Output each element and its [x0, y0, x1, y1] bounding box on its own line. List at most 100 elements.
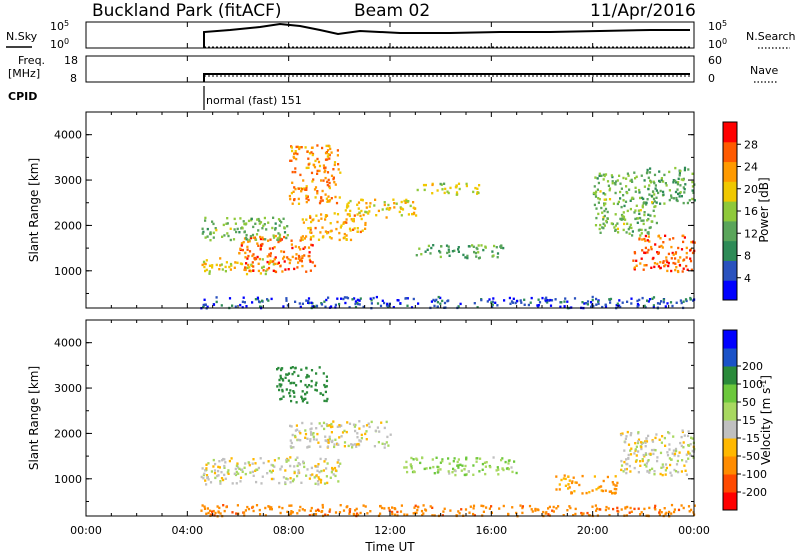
vel-cell	[594, 504, 597, 507]
pwr-cell	[563, 300, 566, 303]
vel-cell	[237, 472, 240, 475]
vel-cell	[291, 511, 294, 514]
pwr-cell	[432, 244, 435, 247]
pwr-cell	[622, 216, 626, 219]
velocity-colorbar-label: Velocity [m s-1]	[759, 375, 773, 465]
pwr-cell	[619, 217, 622, 221]
pwr-cell	[313, 166, 317, 169]
vel-cell	[296, 456, 299, 459]
pwr-cell	[381, 208, 384, 211]
pwr-cell	[283, 226, 286, 229]
vel-cell	[291, 372, 294, 376]
pwr-cell	[252, 265, 255, 268]
pwr-cell	[631, 234, 634, 237]
vel-cell	[642, 453, 645, 457]
pwr-cell	[242, 296, 245, 299]
pwr-cell	[649, 214, 652, 217]
vel-cell	[347, 444, 350, 448]
vel-cell	[203, 507, 207, 510]
vel-cell	[681, 459, 684, 462]
vel-cell	[205, 467, 208, 470]
vel-cell	[686, 434, 690, 438]
vel-cell	[429, 505, 432, 508]
vel-cell	[659, 451, 663, 455]
vel-cell	[291, 433, 294, 437]
pwr-cell	[690, 240, 693, 244]
pwr-cell	[650, 247, 653, 251]
pwr-cell	[339, 226, 342, 229]
pwr-cell	[321, 146, 324, 150]
pwr-cell	[631, 230, 634, 233]
vel-cell	[310, 422, 313, 425]
vel-cell	[299, 505, 302, 509]
pwr-cell	[682, 267, 685, 270]
pwr-cell	[495, 246, 498, 249]
pwr-cell	[301, 235, 304, 238]
pwr-cell	[244, 251, 247, 255]
pwr-cell	[664, 182, 667, 185]
pwr-cell	[622, 228, 625, 232]
vel-cell	[669, 463, 672, 467]
vel-cell	[660, 441, 663, 444]
pwr-cell	[288, 261, 291, 265]
vel-cell	[289, 445, 292, 448]
pwr-cell	[686, 268, 689, 271]
pwr-cell	[677, 181, 680, 184]
vel-cell	[357, 442, 360, 446]
pwr-cell	[252, 236, 255, 239]
vel-cell	[666, 451, 669, 454]
pwr-cell	[292, 155, 295, 159]
pwr-cell	[336, 213, 340, 216]
pwr-cell	[477, 191, 480, 195]
pwr-cell	[643, 304, 646, 308]
pwr-cell	[320, 213, 323, 216]
pwr-cell	[647, 176, 650, 179]
pwr-cell	[204, 219, 207, 222]
pwr-cell	[358, 211, 361, 214]
freq-high: 18	[64, 54, 78, 67]
pwr-cell	[423, 188, 426, 192]
pwr-cell	[292, 190, 295, 193]
pwr-cell	[424, 183, 427, 187]
pwr-cell	[376, 302, 380, 305]
pwr-cell	[597, 212, 600, 216]
pwr-cell	[672, 181, 675, 184]
power-colorbar-tick: 8	[744, 250, 751, 263]
vel-cell	[251, 505, 255, 509]
vel-cell	[252, 474, 255, 477]
pwr-cell	[323, 300, 326, 303]
pwr-cell	[439, 182, 442, 186]
pwr-cell	[597, 201, 600, 204]
vel-cell	[629, 449, 632, 452]
pwr-cell	[642, 202, 645, 205]
vel-cell	[675, 463, 679, 466]
pwr-cell	[244, 268, 247, 272]
pwr-cell	[337, 163, 340, 166]
pwr-cell	[488, 298, 491, 301]
pwr-cell	[607, 184, 610, 187]
vel-cell	[688, 510, 691, 513]
pwr-cell	[286, 304, 289, 307]
pwr-cell	[342, 297, 345, 301]
pwr-cell	[253, 236, 257, 239]
vel-cell	[457, 466, 460, 469]
vel-cell	[558, 488, 561, 491]
vel-cell	[675, 449, 678, 453]
vel-cell	[297, 438, 300, 442]
pwr-cell	[256, 255, 259, 259]
pwr-cell	[675, 301, 678, 304]
pwr-cell	[290, 146, 293, 149]
vel-cell	[207, 511, 210, 515]
vel-cell	[447, 470, 450, 473]
vel-cell	[641, 458, 644, 461]
vel-cell	[600, 489, 603, 492]
vel-cell	[325, 375, 328, 378]
pwr-cell	[208, 270, 211, 273]
pwr-cell	[657, 191, 660, 195]
vel-cell	[492, 456, 495, 459]
velocity-colorbar-swatch	[723, 456, 737, 475]
pwr-cell	[500, 246, 503, 249]
vel-cell	[348, 508, 351, 512]
vel-cell	[264, 514, 267, 517]
vel-cell	[664, 473, 667, 476]
